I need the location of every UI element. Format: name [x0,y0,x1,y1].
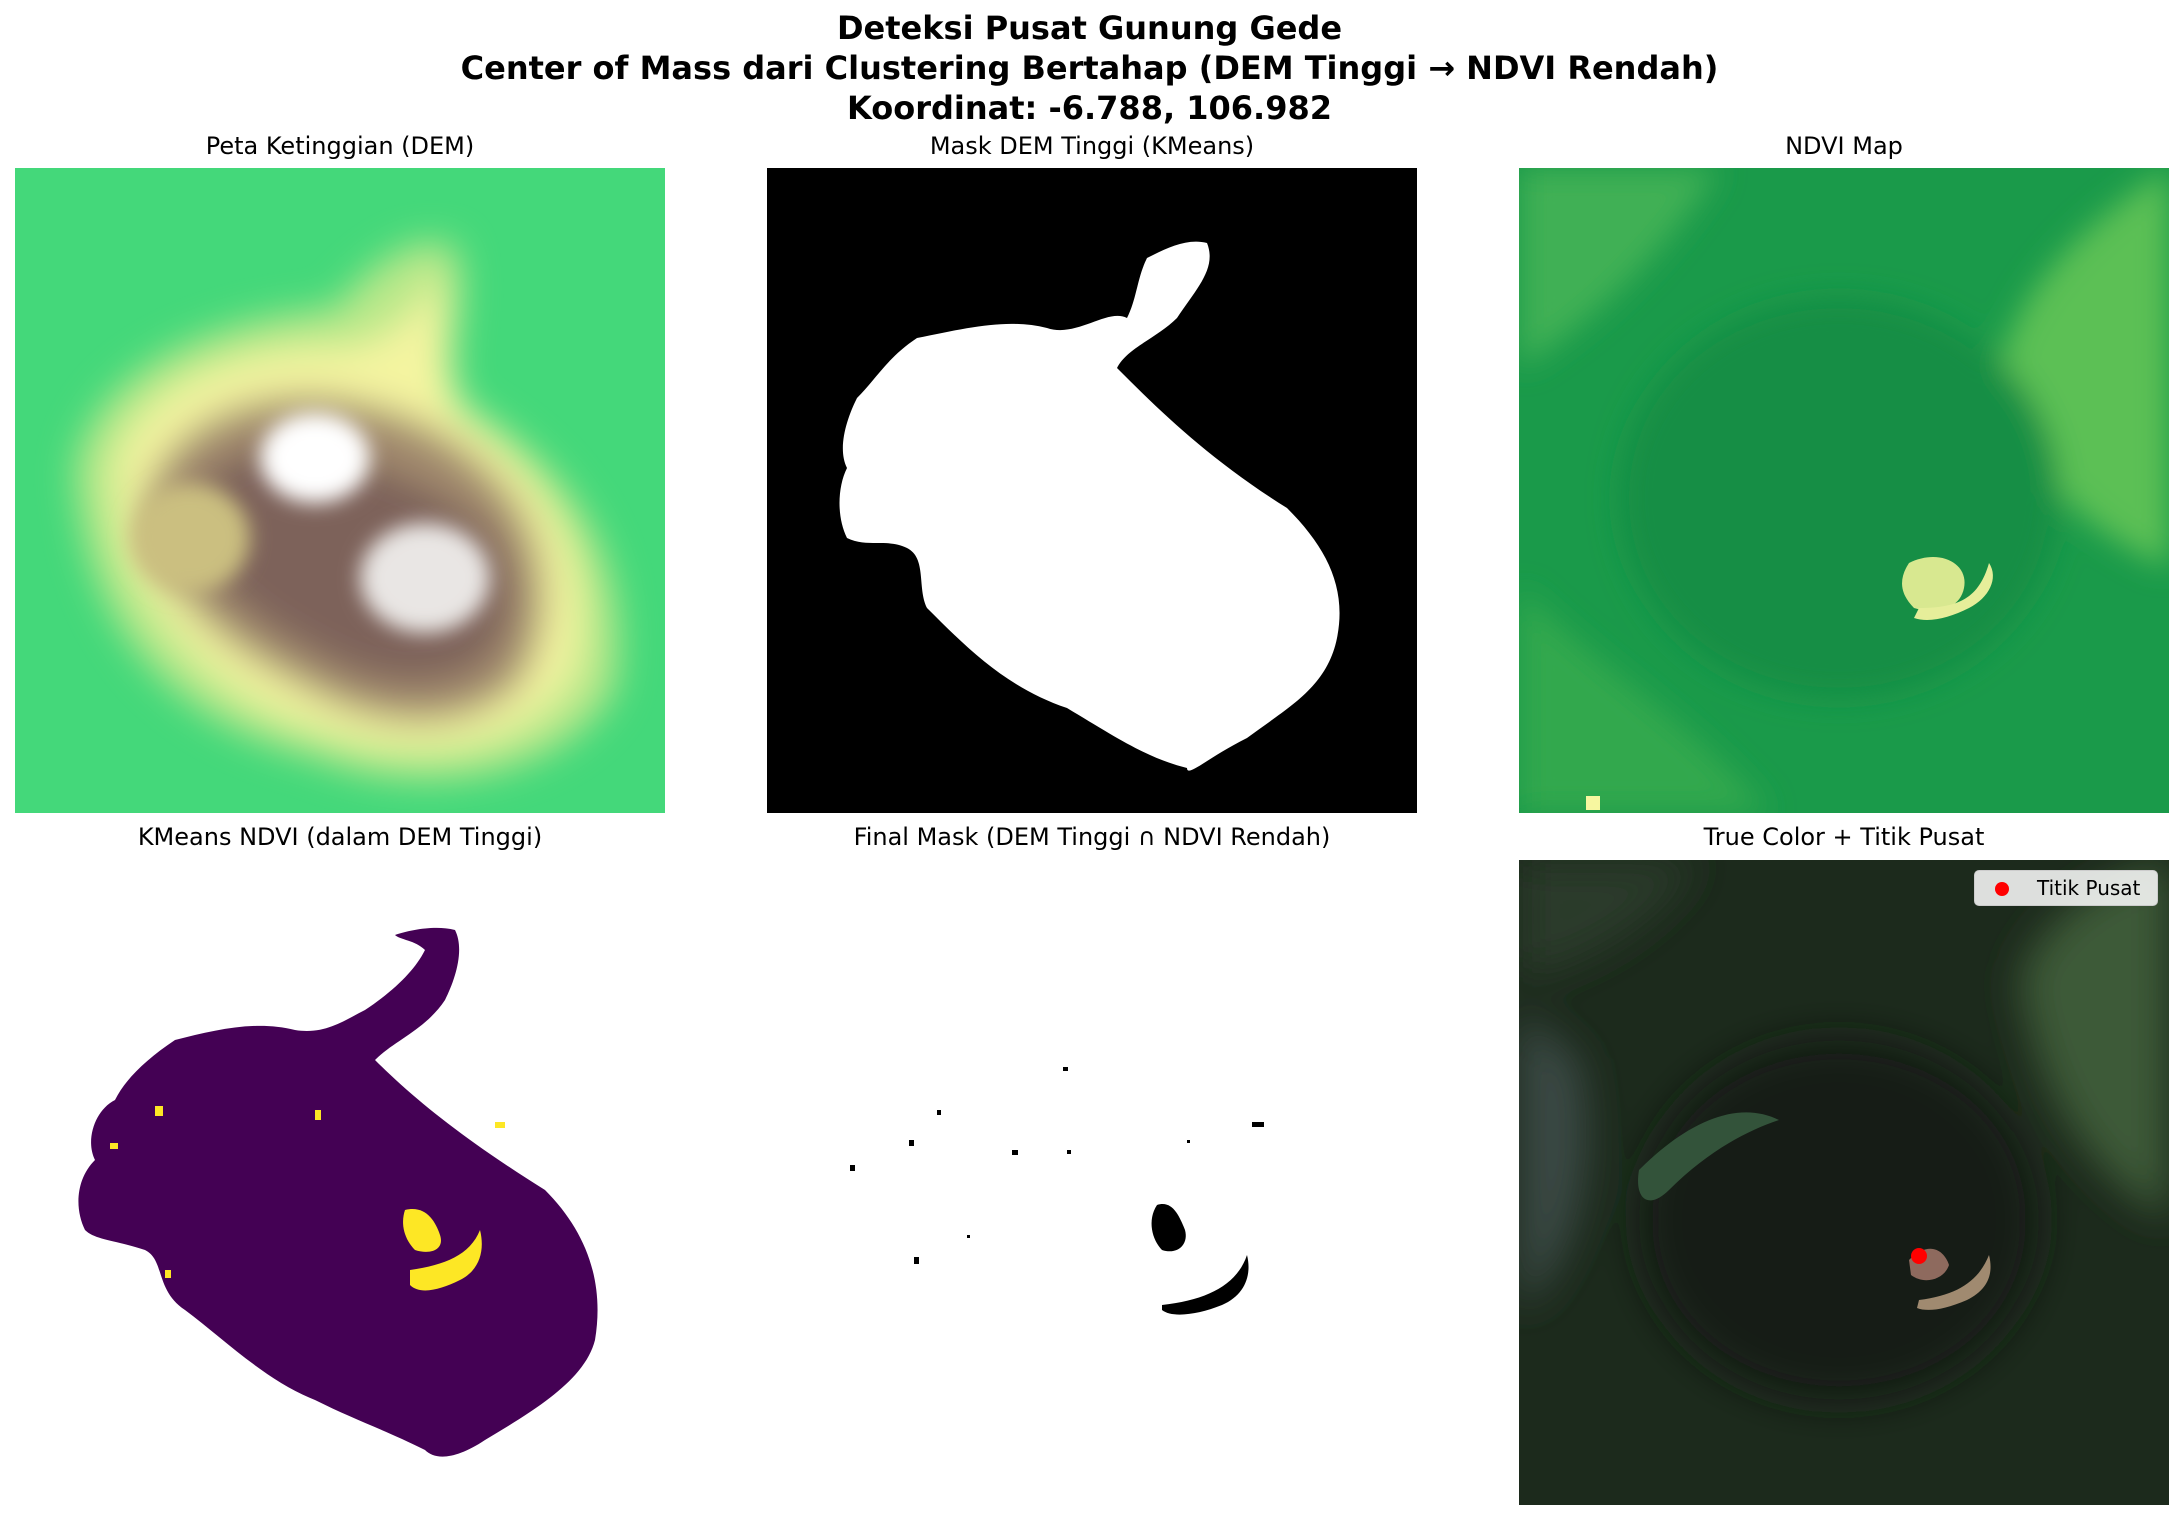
title-line-3: Koordinat: -6.788, 106.982 [846,89,1332,127]
legend-marker-icon [1995,882,2009,896]
center-point-marker [1911,1248,1927,1264]
panel-title-dem-mask: Mask DEM Tinggi (KMeans) [929,132,1255,160]
kmeans-ndvi-image [15,860,665,1505]
ndvi-map-image [1519,168,2169,813]
panel-title-final-mask: Final Mask (DEM Tinggi ∩ NDVI Rendah) [853,823,1331,851]
true-color-image [1519,860,2169,1505]
panel-title-true-color: True Color + Titik Pusat [1703,823,1985,851]
title-line-1: Deteksi Pusat Gunung Gede [836,9,1343,47]
final-mask-image [767,860,1417,1505]
dem-mask-image [767,168,1417,813]
panel-title-ndvi: NDVI Map [1785,132,1903,160]
figure-title: Deteksi Pusat Gunung Gede Center of Mass… [0,8,2179,128]
panel-title-kmeans-ndvi: KMeans NDVI (dalam DEM Tinggi) [137,823,543,851]
legend: Titik Pusat [1974,870,2158,906]
title-line-2: Center of Mass dari Clustering Bertahap … [460,49,1719,87]
panel-title-dem: Peta Ketinggian (DEM) [205,132,475,160]
dem-map-image [15,168,665,813]
legend-label: Titik Pusat [2037,876,2141,900]
